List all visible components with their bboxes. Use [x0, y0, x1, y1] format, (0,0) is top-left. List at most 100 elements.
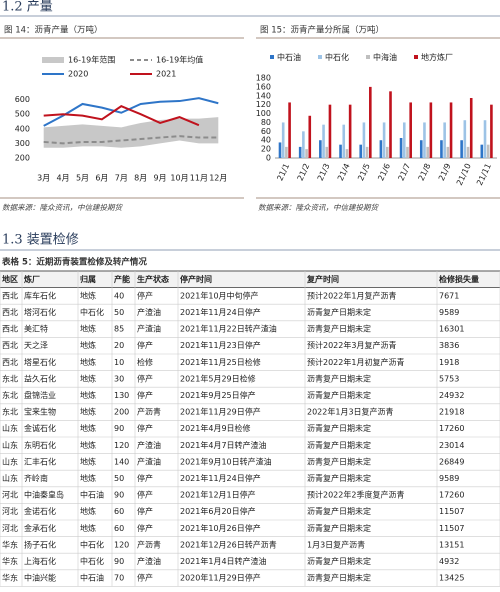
table-cell: 扬子石化 — [24, 539, 56, 549]
table-cell: 汇丰石化 — [24, 456, 56, 466]
table-header-cell: 生产状态 — [137, 274, 169, 284]
table-cell: 2021年1月4日转产渣油 — [180, 556, 267, 566]
y-tick-label: 400 — [15, 124, 30, 133]
bar — [281, 122, 285, 158]
x-tick-label: 21/2 — [296, 162, 312, 182]
table-cell: 70 — [114, 574, 124, 583]
bar — [339, 144, 342, 158]
table-cell: 停产 — [137, 373, 153, 383]
x-tick-label: 12月 — [209, 174, 227, 183]
table-cell: 2022年1月3日复产沥青 — [307, 407, 394, 417]
bar — [409, 102, 412, 158]
table-cell: 检修 — [137, 357, 153, 367]
table-cell: 中油秦皇岛 — [24, 490, 64, 500]
bar — [463, 120, 467, 158]
table-header-cell: 炼厂 — [24, 274, 40, 284]
table-cell: 东明石化 — [24, 440, 56, 450]
table-cell: 美汇特 — [24, 324, 48, 334]
table-cell: 沥青复产日期未定 — [307, 473, 371, 483]
table-caption: 表格 5：近期沥青装置检修及转产情况 — [1, 257, 147, 268]
table-cell: 2021年11月25日检修 — [180, 357, 261, 367]
table-header-cell: 产能 — [114, 274, 130, 284]
bar — [449, 102, 453, 158]
bar — [365, 146, 369, 158]
table-cell: 西北 — [2, 341, 18, 350]
table-cell: 塔星石化 — [24, 357, 56, 367]
bar — [359, 144, 363, 158]
source-note: 数据来源：隆众资讯，中信建投期货 — [258, 203, 379, 212]
table-cell: 2021年10月26日停产 — [180, 523, 261, 533]
bar — [446, 146, 450, 158]
table-cell: 沥青复产日期未定 — [307, 440, 371, 450]
table-cell: 地炼 — [80, 290, 96, 300]
table-cell: 17260 — [439, 424, 464, 433]
table-cell: 沥青复产日期未定 — [307, 573, 371, 583]
table-cell: 2021年9月25日停产 — [180, 390, 256, 400]
y-tick-label: 120 — [256, 100, 271, 109]
table-cell: 13425 — [439, 574, 464, 583]
table-cell: 齐岭南 — [24, 473, 48, 483]
legend-label: 中石油 — [277, 52, 301, 62]
y-tick-label: 600 — [15, 95, 30, 104]
x-tick-label: 6月 — [95, 174, 108, 183]
table-cell: 沥青复产日期未定 — [307, 556, 371, 566]
series-line — [43, 135, 219, 145]
table-cell: 上海石化 — [24, 556, 56, 566]
x-tick-label: 21/5 — [356, 162, 372, 182]
series-line — [43, 105, 200, 127]
table-cell: 2021年4月7日转产渣油 — [180, 440, 267, 450]
table-cell: 金承石化 — [24, 523, 56, 533]
table-cell: 预计2022年2季度复产沥青 — [307, 490, 404, 500]
table-cell: 1月3日复产沥青 — [307, 539, 365, 549]
table-cell: 2021年11月24日停产 — [180, 473, 261, 483]
y-tick-label: 80 — [261, 118, 271, 127]
table-cell: 2021年4月9日检修 — [180, 423, 251, 433]
bar — [342, 124, 346, 158]
table-cell: 中石油 — [80, 490, 104, 500]
y-tick-label: 140 — [256, 91, 271, 100]
y-tick-label: 500 — [15, 110, 30, 119]
table-cell: 宝来生物 — [24, 407, 56, 417]
table-cell: 产渣油 — [137, 556, 161, 566]
legend-label: 16-19年范围 — [68, 55, 115, 65]
x-tick-label: 21/6 — [376, 162, 392, 182]
table-cell: 60 — [114, 507, 124, 516]
bar — [389, 91, 392, 158]
table-cell: 中石化 — [80, 539, 104, 549]
table-cell: 1918 — [439, 358, 459, 367]
bar — [429, 102, 433, 158]
bar — [379, 140, 383, 158]
table-cell: 140 — [114, 457, 129, 466]
table-cell: 120 — [114, 540, 129, 549]
table-cell: 2020年11月29日停产 — [180, 573, 261, 583]
table-cell: 河北 — [2, 506, 18, 516]
series-line — [43, 97, 219, 127]
table-cell: 2021年12月1日停产 — [180, 490, 256, 500]
bar — [423, 122, 426, 158]
table-header-cell: 归属 — [80, 274, 96, 284]
legend-swatch — [270, 55, 274, 59]
table-cell: 20 — [114, 341, 124, 350]
table-cell: 金诚石化 — [24, 423, 56, 433]
bar — [285, 146, 288, 158]
table-cell: 3836 — [439, 341, 459, 350]
table-cell: 金诺石化 — [24, 506, 56, 516]
legend-label: 中海油 — [373, 52, 397, 62]
table-cell: 23014 — [439, 441, 464, 450]
bar — [319, 140, 322, 158]
table-cell: 山东 — [2, 473, 18, 483]
x-tick-label: 21/7 — [397, 162, 413, 182]
table-cell: 产渣油 — [137, 324, 161, 334]
bar — [460, 140, 463, 158]
table-cell: 200 — [114, 408, 129, 417]
table-cell: 2021年12月26日转产沥青 — [180, 539, 277, 549]
legend-label: 中石化 — [325, 52, 349, 62]
bar — [278, 142, 282, 158]
table-cell: 停产 — [137, 573, 153, 583]
bar — [466, 146, 470, 158]
bar — [440, 140, 443, 158]
table-cell: 地炼 — [80, 473, 96, 483]
table-cell: 21918 — [439, 408, 464, 417]
bar — [328, 104, 332, 158]
x-tick-label: 21/9 — [437, 162, 453, 182]
